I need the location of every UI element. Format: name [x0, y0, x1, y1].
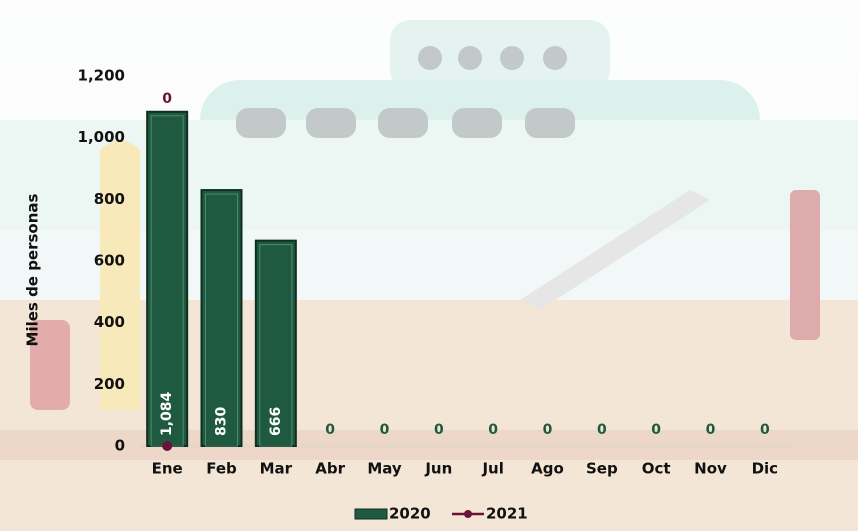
- x-tick-label: Sep: [586, 460, 618, 478]
- value-label: 0: [706, 422, 716, 438]
- value-label: 0: [543, 422, 553, 438]
- x-tick-label: Nov: [694, 460, 727, 478]
- value-label: 666: [268, 407, 284, 436]
- value-label: 0: [760, 422, 770, 438]
- x-tick-label: Oct: [642, 460, 671, 478]
- y-tick-label: 1,200: [78, 67, 125, 85]
- line-point: [162, 441, 173, 451]
- value-label: 0: [162, 91, 172, 107]
- value-label: 0: [651, 422, 661, 438]
- x-tick-label: Mar: [260, 460, 293, 478]
- y-axis-label: Miles de personas: [24, 193, 42, 346]
- x-tick-label: Jul: [481, 460, 503, 478]
- value-label: 0: [597, 422, 607, 438]
- baseline-band: [140, 444, 792, 448]
- x-tick-label: Feb: [206, 460, 237, 478]
- value-label: 1,084: [159, 391, 175, 436]
- y-tick-label: 0: [115, 437, 125, 455]
- value-label: 830: [214, 407, 230, 436]
- y-tick-label: 800: [94, 190, 125, 208]
- legend-swatch: [354, 508, 388, 520]
- value-label: 0: [325, 422, 335, 438]
- value-label: 0: [488, 422, 498, 438]
- legend-label: 2021: [486, 505, 528, 523]
- bar-highlight: [205, 193, 238, 447]
- y-tick-label: 400: [94, 313, 125, 331]
- value-label: 0: [434, 422, 444, 438]
- legend-marker: [464, 510, 472, 518]
- x-tick-label: Ene: [152, 460, 183, 478]
- y-tick-label: 1,000: [78, 128, 125, 146]
- y-tick-label: 600: [94, 252, 125, 270]
- x-tick-label: Abr: [315, 460, 345, 478]
- bar-highlight: [259, 244, 293, 447]
- bar: [254, 239, 297, 447]
- legend-label: 2020: [389, 505, 431, 523]
- x-tick-label: May: [367, 460, 402, 478]
- x-tick-label: Ago: [531, 460, 564, 478]
- y-tick-label: 200: [94, 375, 125, 393]
- x-tick-label: Dic: [752, 460, 778, 478]
- x-tick-label: Jun: [424, 460, 452, 478]
- value-label: 0: [380, 422, 390, 438]
